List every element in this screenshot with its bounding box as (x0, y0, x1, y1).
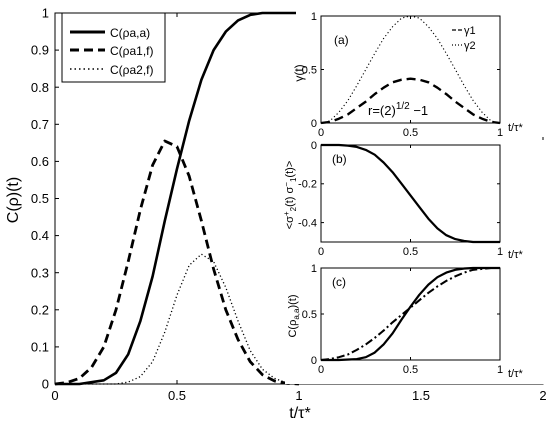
y-tick-label: 0.7 (31, 117, 49, 132)
x-tick-label: 0.5 (403, 364, 418, 376)
series-line-2 (55, 253, 300, 385)
y-tick-label: 0 (311, 355, 317, 367)
x-tick-label: 0 (318, 127, 324, 139)
y-tick-label: 1 (311, 11, 317, 23)
main-curves (54, 11, 543, 386)
inset-b-label: (b) (332, 152, 347, 166)
x-tick-label: 1 (497, 246, 503, 258)
series-line-1 (54, 139, 300, 386)
inset-c-x-ticks: 0 0.5 1 (318, 268, 503, 376)
main-panel: 00.10.20.30.40.50.60.70.80.91 0 0.5 1 1.5 2 … (5, 6, 547, 422)
inset-c-curves (320, 266, 500, 362)
y-tick-label: 0.5 (302, 64, 317, 76)
inset-b-curves (321, 143, 500, 244)
main-y-ticks: 0 0.1 0.2 0.3 0.4 0.5 0.6 0.7 0.8 0.9 1 (31, 6, 543, 392)
inset-c-label: (c) (332, 275, 346, 289)
inset-a-label: (a) (334, 33, 349, 47)
x-tick-label: 0 (318, 364, 324, 376)
main-legend: C(ρa,a) C(ρa1,f) C(ρa2,f) (61, 12, 166, 83)
inset-a-annotation: r=(2)1/2 −1 (368, 101, 428, 118)
x-tick-label: 0.5 (403, 246, 418, 258)
y-tick-label: 0.4 (31, 228, 49, 243)
series-line-1 (320, 266, 500, 362)
y-tick-label: 0 (311, 118, 317, 130)
x-tick-label: 0 (51, 388, 58, 403)
y-tick-label: 0.5 (302, 309, 317, 321)
legend-label-2: C(ρa2,f) (110, 63, 154, 77)
legend-label-1: C(ρa1,f) (110, 44, 154, 58)
inset-c: 00.51 0 0.5 1 (c) C(ρa,a)(t) t/τ* (285, 263, 550, 384)
inset-a-x-ticks: 0 0.5 1 (318, 16, 503, 139)
series-line-0 (321, 266, 500, 362)
legend-label-0: C(ρa,a) (110, 26, 150, 40)
main-x-axis-label: t/τ* (289, 405, 310, 422)
series-line-0 (55, 11, 543, 386)
y-tick-label: 1 (42, 6, 49, 21)
main-y-axis-label: C(ρ)(t) (5, 177, 22, 223)
x-tick-label: 2 (539, 388, 546, 403)
inset-b-y-axis-label: <σ+2(t) σ−1(t)> (282, 161, 298, 230)
inset-a-legend-label-0: γ1 (464, 25, 476, 37)
x-tick-label: 0 (318, 246, 324, 258)
inset-c-y-axis-label: C(ρa,a)(t) (287, 294, 301, 337)
inset-a-background (296, 2, 550, 137)
y-tick-label: -0.2 (298, 179, 317, 191)
series-line-1 (320, 15, 501, 124)
y-tick-label: 1 (311, 263, 317, 275)
inset-a-y-axis-label: γ(t) (292, 64, 306, 81)
y-tick-label: 0 (42, 377, 49, 392)
inset-c-x-axis-label: t/τ* (508, 368, 523, 380)
x-tick-label: 1.5 (412, 388, 430, 403)
x-tick-label: 0.5 (168, 388, 186, 403)
inset-b-x-axis-label: t/τ* (508, 249, 523, 261)
y-tick-label: 0.3 (31, 265, 49, 280)
y-tick-label: -0.4 (298, 217, 317, 229)
x-tick-label: 1 (497, 127, 503, 139)
inset-b: 0-0.2-0.4 0 0.5 1 (b) <σ+2(t) σ−1(t)> t/τ* (282, 140, 550, 266)
inset-b-x-ticks: 0 0.5 1 (318, 145, 503, 258)
inset-a: 00.51 0 0.5 1 (a) γ(t) t/τ* γ1 γ2 r=(2)1/2… (292, 2, 550, 139)
y-tick-label: 0.6 (31, 154, 49, 169)
y-tick-label: 0.2 (31, 302, 49, 317)
inset-a-legend-label-1: γ2 (464, 40, 476, 52)
inset-a-legend: γ1 γ2 (452, 25, 476, 52)
y-tick-label: 0.8 (31, 80, 49, 95)
y-tick-label: 0.1 (31, 339, 49, 354)
y-tick-label: 0 (311, 140, 317, 152)
x-tick-label: 1 (295, 388, 302, 403)
x-tick-label: 1 (497, 364, 503, 376)
inset-a-curves (320, 15, 501, 125)
inset-c-background (285, 266, 550, 384)
x-tick-label: 0.5 (403, 127, 418, 139)
legend-box (61, 12, 166, 83)
series-line-0 (321, 143, 500, 244)
series-line-0 (320, 77, 501, 125)
y-tick-label: 0.5 (31, 191, 49, 206)
inset-a-x-axis-label: t/τ* (508, 122, 523, 134)
y-tick-label: 0.9 (31, 43, 49, 58)
